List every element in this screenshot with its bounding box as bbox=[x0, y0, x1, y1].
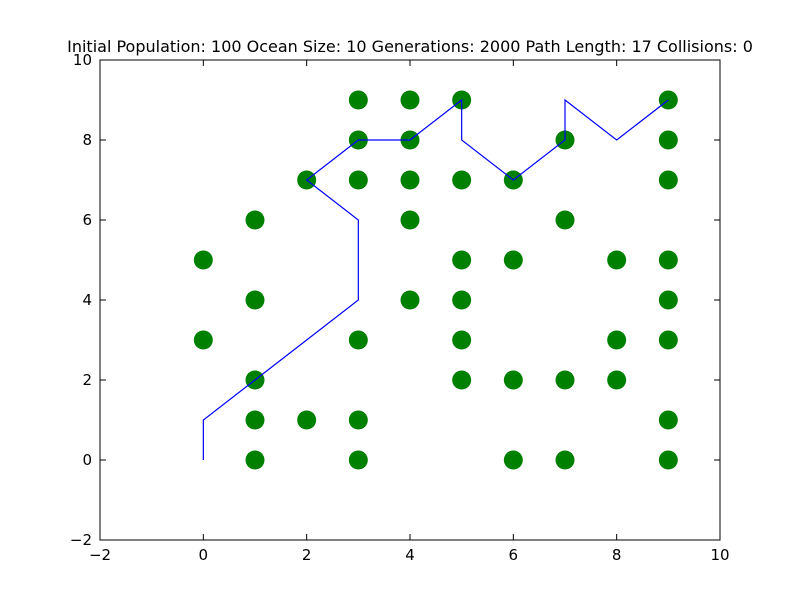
data-point bbox=[555, 210, 575, 230]
y-tick-label: 2 bbox=[82, 371, 92, 389]
x-tick-label: 8 bbox=[612, 546, 622, 564]
data-point bbox=[658, 410, 678, 430]
x-tick-label: −2 bbox=[89, 546, 111, 564]
data-point bbox=[503, 370, 523, 390]
data-point bbox=[400, 290, 420, 310]
x-tick-label: 0 bbox=[199, 546, 209, 564]
data-point bbox=[245, 290, 265, 310]
data-point bbox=[452, 370, 472, 390]
plot-frame bbox=[99, 59, 721, 541]
y-tick-label: −2 bbox=[70, 531, 92, 549]
data-point bbox=[607, 330, 627, 350]
data-point bbox=[503, 450, 523, 470]
data-point bbox=[245, 210, 265, 230]
data-point bbox=[193, 250, 213, 270]
path-line bbox=[202, 98, 669, 460]
data-point bbox=[555, 370, 575, 390]
data-point bbox=[193, 330, 213, 350]
x-tick-label: 2 bbox=[302, 546, 312, 564]
data-point bbox=[452, 290, 472, 310]
data-point bbox=[348, 170, 368, 190]
y-tick-label: 0 bbox=[82, 451, 92, 469]
chart-title: Initial Population: 100 Ocean Size: 10 G… bbox=[67, 37, 753, 56]
data-point bbox=[297, 410, 317, 430]
y-tick-label: 10 bbox=[73, 51, 92, 69]
data-point bbox=[400, 90, 420, 110]
y-tick-label: 6 bbox=[82, 211, 92, 229]
x-tick-label: 6 bbox=[509, 546, 519, 564]
data-point bbox=[400, 170, 420, 190]
data-point bbox=[348, 410, 368, 430]
data-point bbox=[245, 450, 265, 470]
data-point bbox=[607, 370, 627, 390]
y-tick-label: 8 bbox=[82, 131, 92, 149]
data-point bbox=[658, 170, 678, 190]
x-tick-label: 10 bbox=[710, 546, 729, 564]
data-point bbox=[607, 250, 627, 270]
data-point bbox=[400, 210, 420, 230]
data-point bbox=[658, 250, 678, 270]
data-point bbox=[658, 450, 678, 470]
data-point bbox=[658, 330, 678, 350]
data-point bbox=[452, 250, 472, 270]
data-point bbox=[503, 250, 523, 270]
data-point bbox=[348, 330, 368, 350]
data-point bbox=[245, 410, 265, 430]
data-point bbox=[658, 130, 678, 150]
data-point bbox=[452, 330, 472, 350]
y-tick-label: 4 bbox=[82, 291, 92, 309]
plot-area bbox=[193, 90, 678, 470]
x-tick-label: 4 bbox=[405, 546, 415, 564]
data-point bbox=[658, 290, 678, 310]
data-point bbox=[348, 90, 368, 110]
axis-ticks: −2 0 2 4 6 8 10 −2 0 2 4 6 8 10 bbox=[70, 51, 730, 564]
data-point bbox=[348, 450, 368, 470]
data-point bbox=[555, 450, 575, 470]
data-point bbox=[452, 170, 472, 190]
